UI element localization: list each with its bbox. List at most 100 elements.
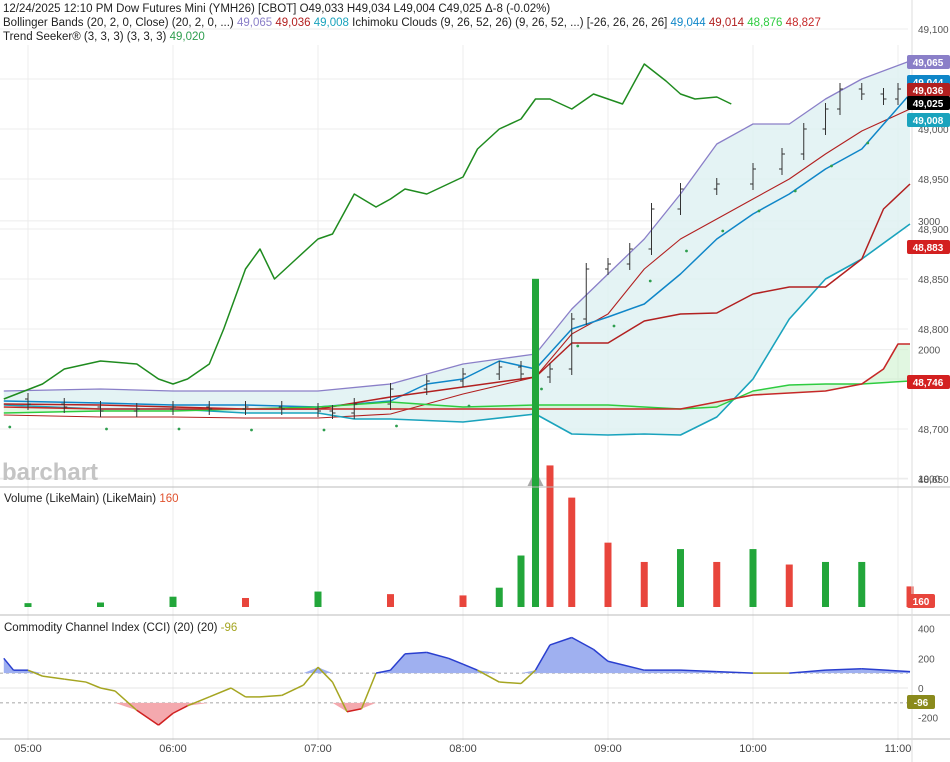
header-line2: Bollinger Bands (20, 2, 0, Close) (20, 2… <box>3 17 821 29</box>
bb-lower-value: 49,008 <box>314 17 349 29</box>
cci-line-segment <box>789 669 826 674</box>
price-label-text: 49,065 <box>913 58 944 69</box>
trend-seeker-dot <box>467 404 471 408</box>
header-symbol: 12/24/2025 12:10 PM Dow Futures Mini (YM… <box>3 3 296 15</box>
volume-bar <box>749 549 757 607</box>
volume-bar <box>546 465 554 607</box>
cci-line-segment <box>534 644 551 671</box>
price-tick-label: 49,100 <box>918 25 949 36</box>
ichimoku-span-a-value: 48,876 <box>747 17 782 29</box>
trend-seeker-dot <box>105 427 108 431</box>
bb-middle-value: 49,036 <box>275 17 310 29</box>
cci-line-segment <box>136 709 159 726</box>
time-tick-label: 09:00 <box>594 743 622 755</box>
cci-tick-label: -200 <box>918 714 938 725</box>
cci-line-segment <box>549 636 572 646</box>
header-line3: Trend Seeker® (3, 3, 3) (3, 3, 3) 49,020 <box>3 31 205 43</box>
trend-seeker-dot <box>177 427 181 431</box>
cci-tick-label: 400 <box>918 625 935 636</box>
cci-value-label: -96 <box>914 698 929 709</box>
cci-line-segment <box>346 708 362 713</box>
cci-line-segment <box>64 678 87 683</box>
trend-seeker-dot <box>721 229 725 233</box>
volume-value-box <box>907 594 935 608</box>
price-label-text: 48,883 <box>913 243 944 254</box>
volume-value: 160 <box>159 493 178 505</box>
price-label-box <box>907 240 950 254</box>
cci-line-segment <box>230 687 246 698</box>
bollinger-fill <box>3 61 911 435</box>
volume-bar <box>387 594 394 607</box>
volume-bar <box>314 591 322 607</box>
time-tick-label: 05:00 <box>14 743 42 755</box>
trend-seeker-dot <box>757 209 761 213</box>
cci-line-segment <box>861 667 911 673</box>
bb-upper-value: 49,065 <box>237 17 272 29</box>
bollinger-upper-line <box>3 60 911 392</box>
price-label-text: 49,036 <box>913 86 944 97</box>
trend-seeker-dot <box>322 428 326 432</box>
time-tick-label: 08:00 <box>449 743 477 755</box>
price-label-text: 49,025 <box>913 99 944 110</box>
bollinger-band-fill <box>3 61 911 435</box>
cci-line-segment <box>100 687 116 692</box>
volume-value-label: 160 <box>913 597 930 608</box>
trend-seeker-dot <box>866 141 870 145</box>
cci-line-segment <box>426 651 449 660</box>
volume-bar <box>640 561 648 607</box>
time-tick-label: 06:00 <box>159 743 187 755</box>
cci-line-segment <box>158 712 174 726</box>
volume-bar <box>532 278 539 607</box>
cci-line-segment <box>360 672 377 710</box>
bollinger-middle-line <box>3 108 911 419</box>
cci-panel-title: Commodity Channel Index (CCI) (20) (20) … <box>4 622 237 634</box>
cci-line-segment <box>281 684 304 697</box>
cci-line-segment <box>114 690 138 711</box>
trend-seeker-value: 49,020 <box>170 31 205 43</box>
cci-line-segment <box>27 669 43 677</box>
cci-negative-fill <box>3 702 911 726</box>
cci-label: Commodity Channel Index (CCI) (20) (20) <box>4 622 218 634</box>
time-tick-label: 10:00 <box>739 743 767 755</box>
cci-tick-label: 0 <box>918 684 924 695</box>
volume-bar <box>785 564 793 607</box>
price-tick-label: 48,650 <box>918 475 949 486</box>
volume-bar <box>495 587 503 607</box>
cci-line-segment <box>375 669 391 674</box>
volume-bar <box>169 596 177 607</box>
cci-line-segment <box>208 687 232 698</box>
trend-seeker-dot <box>685 249 688 253</box>
time-tick-label: 07:00 <box>304 743 332 755</box>
cci-line-segment <box>3 657 15 671</box>
cci-value-box <box>907 695 935 709</box>
volume-bar <box>677 549 684 607</box>
ichimoku-base-value: 49,014 <box>709 17 745 29</box>
trend-seeker-dot <box>612 324 616 328</box>
price-tick-label: 48,850 <box>918 275 949 286</box>
cci-line-segment <box>499 681 522 685</box>
price-label-box <box>907 375 950 389</box>
cci-line-segment <box>404 651 427 655</box>
cci-line-segment <box>85 681 101 689</box>
volume-tick-label: 2000 <box>918 346 941 357</box>
trend-seeker-dot <box>395 424 398 428</box>
cci-line-segment <box>259 694 282 698</box>
cci-line-segment <box>42 675 65 680</box>
trend-seeker-dot <box>648 279 652 283</box>
cci-line-segment <box>477 669 500 683</box>
cci-line-segment <box>389 653 406 671</box>
price-label-box <box>907 55 950 69</box>
price-label-text: 49,008 <box>913 116 944 127</box>
price-label-box <box>907 113 950 127</box>
cci-line-segment <box>571 636 594 651</box>
trend-seeker-label: Trend Seeker® (3, 3, 3) (3, 3, 3) <box>3 31 167 43</box>
price-label-box <box>907 83 950 97</box>
ichimoku-span-b-value: 48,827 <box>786 17 821 29</box>
volume-bar <box>568 497 576 607</box>
ichimoku-conversion-value: 49,044 <box>671 17 707 29</box>
volume-tick-label: 3000 <box>918 217 941 228</box>
ichimoku-conversion-line <box>3 93 911 408</box>
cci-line-segment <box>331 681 348 713</box>
